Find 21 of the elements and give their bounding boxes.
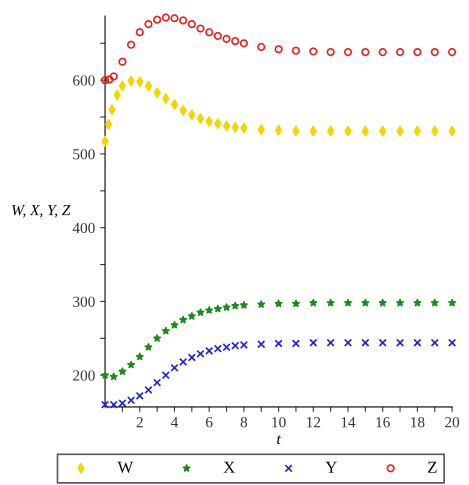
y-tick-label: 500 (73, 149, 95, 160)
y-axis-title: W, X, Y, Z (12, 205, 70, 218)
x-tick-label: 14 (342, 417, 356, 428)
x-tick-label: 12 (306, 417, 320, 428)
legend-label: X (224, 462, 235, 473)
x-tick-label: 10 (272, 417, 286, 428)
x-tick-label: 18 (411, 417, 424, 428)
x-axis-title: t (277, 435, 282, 444)
legend-label: W (118, 462, 134, 473)
x-tick-label: 16 (376, 417, 390, 428)
y-tick-label: 400 (72, 222, 95, 234)
x-tick-label: 2 (136, 417, 143, 428)
legend-label: Z (428, 462, 437, 473)
x-tick-label: 6 (206, 417, 213, 428)
y-tick-label: 300 (73, 296, 95, 307)
x-tick-label: 8 (240, 417, 248, 428)
x-tick-label: 4 (170, 417, 178, 428)
y-tick-label: 600 (73, 75, 95, 86)
legend-label: Y (325, 462, 337, 473)
x-tick-label: 20 (445, 417, 460, 428)
y-tick-label: 200 (73, 370, 95, 381)
